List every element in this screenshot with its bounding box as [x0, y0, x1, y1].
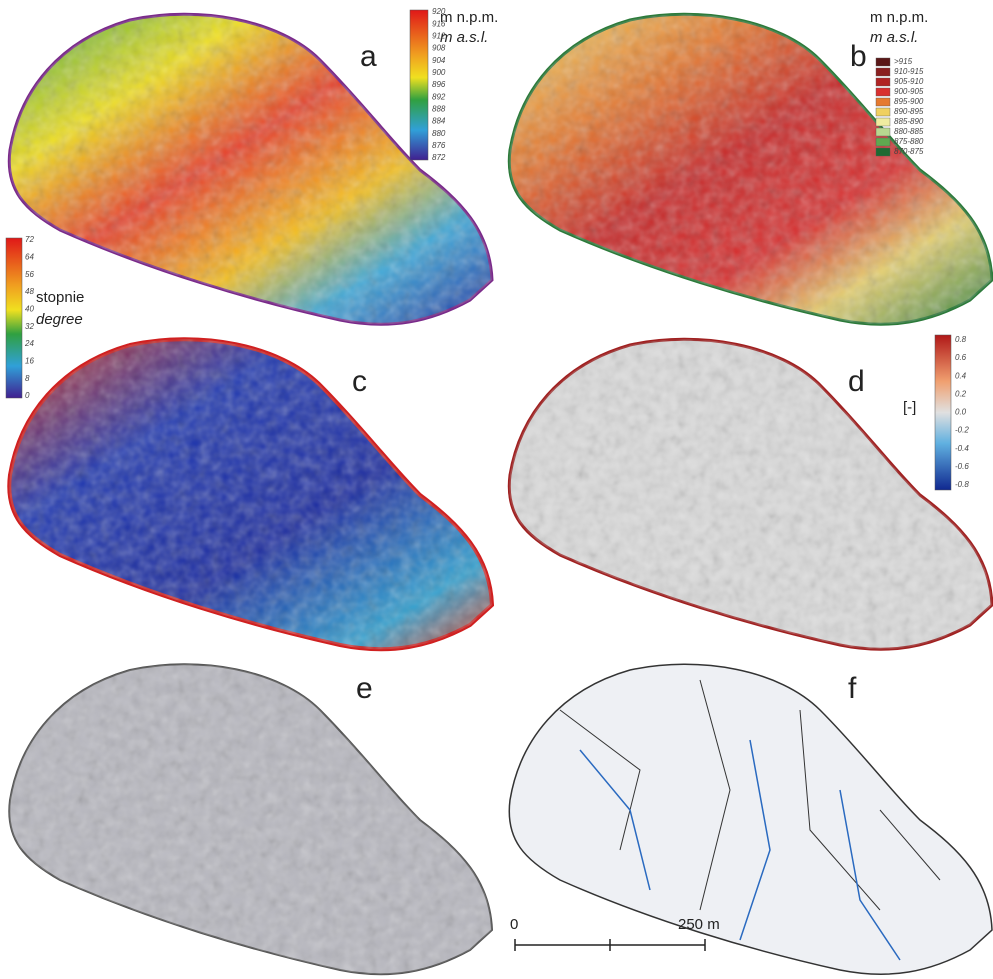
- unit-en: degree: [36, 311, 83, 328]
- unit: stopnie: [36, 289, 84, 306]
- scale-label: -0.4: [955, 444, 969, 453]
- legend-swatch: [876, 78, 890, 86]
- legend-label: >915: [894, 57, 913, 66]
- scale-label: 880: [432, 129, 446, 138]
- map-c: [9, 339, 492, 649]
- legend-swatch: [876, 68, 890, 76]
- scale-label: 32: [25, 322, 34, 331]
- panel-letter: b: [850, 40, 867, 73]
- map-e: [9, 664, 492, 974]
- legend-label: 910-915: [894, 67, 924, 76]
- scale-label: 900: [432, 68, 446, 77]
- legend-label: 880-885: [894, 127, 924, 136]
- panel-letter: e: [356, 672, 373, 705]
- scale-label: 0.0: [955, 408, 967, 417]
- scale-label: 912: [432, 31, 446, 40]
- legend-label: 885-890: [894, 117, 924, 126]
- scale-label: -0.2: [955, 426, 969, 435]
- scale-label: 884: [432, 117, 446, 126]
- scale-label: 8: [25, 374, 30, 383]
- scale-label: 0.2: [955, 389, 967, 398]
- unit: [-]: [903, 399, 916, 416]
- legend-label: 875-880: [894, 137, 924, 146]
- scale-label: 896: [432, 80, 446, 89]
- map-d: [509, 339, 992, 649]
- colorbar-d: [935, 335, 951, 490]
- colorbar-a: [410, 10, 428, 160]
- scale-label: 904: [432, 56, 446, 65]
- legend-swatch: [876, 58, 890, 66]
- scale-label: 916: [432, 19, 446, 28]
- scale-label: 908: [432, 44, 446, 53]
- figure: a m n.p.m. m a.s.l. b m n.p.m. m a.s.l. …: [0, 0, 993, 979]
- unit: m n.p.m.: [870, 9, 928, 26]
- legend-label: 905-910: [894, 77, 924, 86]
- legend-swatch: [876, 108, 890, 116]
- unit: m n.p.m.: [440, 9, 498, 26]
- scale-label: -0.6: [955, 462, 969, 471]
- scale-start: 0: [510, 916, 518, 933]
- scale-label: 48: [25, 287, 34, 296]
- scale-end: 250 m: [678, 916, 720, 933]
- scale-label: 24: [24, 339, 34, 348]
- scale-label: 40: [25, 304, 34, 313]
- scale-bar: [515, 939, 705, 951]
- scale-label: 0.8: [955, 335, 967, 344]
- scale-label: 0.6: [955, 353, 967, 362]
- legend-swatch: [876, 128, 890, 136]
- scale-label: 920: [432, 7, 446, 16]
- legend-label: 870-875: [894, 147, 924, 156]
- map-f: [509, 664, 992, 974]
- legend-label: 890-895: [894, 107, 924, 116]
- map-b: [509, 14, 992, 324]
- legend-label: 900-905: [894, 87, 924, 96]
- colorbar-c: [6, 238, 22, 398]
- scale-label: 72: [25, 235, 34, 244]
- scale-label: 876: [432, 141, 446, 150]
- scale-label: 892: [432, 92, 446, 101]
- scale-label: 0.4: [955, 371, 967, 380]
- unit-en: m a.s.l.: [440, 29, 488, 46]
- legend-swatch: [876, 148, 890, 156]
- legend-swatch: [876, 98, 890, 106]
- legend-swatch: [876, 138, 890, 146]
- scale-label: 64: [25, 252, 34, 261]
- scale-label: 56: [25, 270, 34, 279]
- scale-label: 0: [25, 391, 30, 400]
- panel-letter: a: [360, 40, 377, 73]
- panel-letter: c: [352, 365, 367, 398]
- panel-letter: d: [848, 365, 865, 398]
- legend-label: 895-900: [894, 97, 924, 106]
- scale-label: 888: [432, 104, 446, 113]
- panel-letter: f: [848, 672, 857, 705]
- scale-label: 16: [25, 356, 34, 365]
- legend-swatch: [876, 118, 890, 126]
- legend-swatch: [876, 88, 890, 96]
- unit-en: m a.s.l.: [870, 29, 918, 46]
- scale-label: -0.8: [955, 480, 969, 489]
- scale-label: 872: [432, 153, 446, 162]
